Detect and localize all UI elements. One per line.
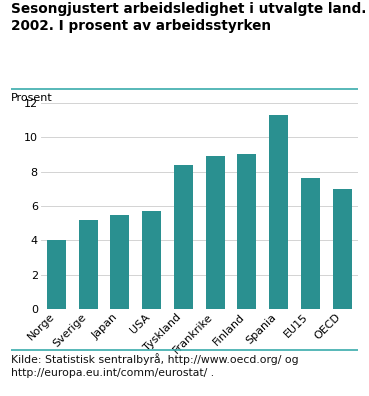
- Text: Sesongjustert arbeidsledighet i utvalgte land. September
2002. I prosent av arbe: Sesongjustert arbeidsledighet i utvalgte…: [11, 2, 369, 33]
- Bar: [206, 156, 225, 309]
- Bar: [110, 215, 130, 309]
- Text: Kilde: Statistisk sentralbyrå, http://www.oecd.org/ og
http://europa.eu.int/comm: Kilde: Statistisk sentralbyrå, http://ww…: [11, 353, 299, 378]
- Bar: [47, 240, 66, 309]
- Text: Prosent: Prosent: [11, 93, 53, 103]
- Bar: [79, 220, 98, 309]
- Bar: [332, 189, 352, 309]
- Bar: [301, 179, 320, 309]
- Bar: [237, 154, 256, 309]
- Bar: [174, 165, 193, 309]
- Bar: [269, 115, 288, 309]
- Bar: [142, 211, 161, 309]
